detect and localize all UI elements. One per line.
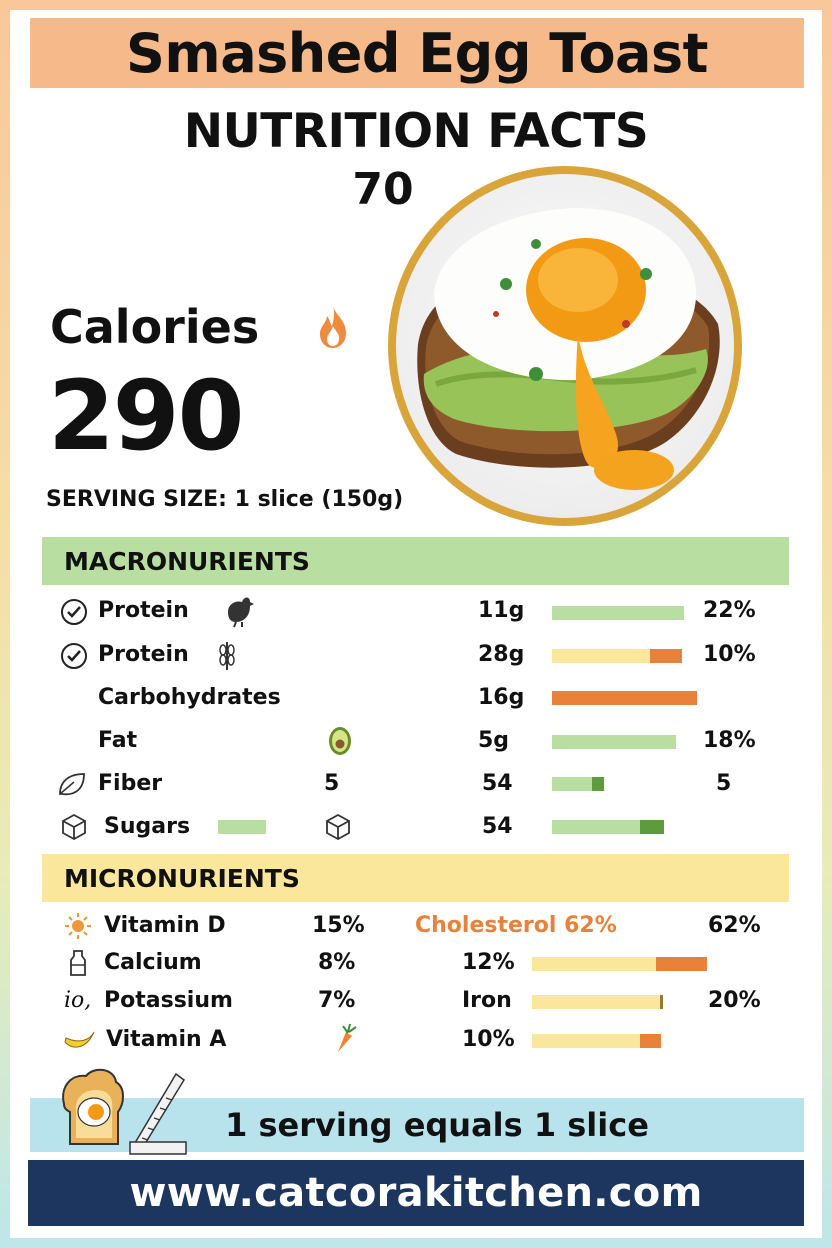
micro-percent-cholesterol: 62% bbox=[708, 913, 761, 938]
micro-label-cholesterol: Cholesterol 62% bbox=[415, 913, 617, 938]
micro-label-vitamin-d: Vitamin D bbox=[104, 913, 226, 938]
avocado-icon bbox=[329, 727, 351, 755]
macro-bar-carbohydrates bbox=[552, 691, 697, 705]
sugar-cube-icon bbox=[326, 813, 350, 840]
macro-bar-protein bbox=[552, 606, 684, 620]
recipe-title: Smashed Egg Toast bbox=[126, 21, 708, 85]
check-icon bbox=[61, 643, 87, 669]
micro-label-vitamin-a: Vitamin A bbox=[106, 1027, 227, 1052]
wheat-icon bbox=[219, 642, 235, 670]
nutrition-facts-number: 70 bbox=[352, 164, 414, 215]
egg-toast-illustration bbox=[417, 208, 720, 490]
macro-percent-protein: 22% bbox=[703, 598, 756, 623]
toast-ruler-icon bbox=[62, 1068, 187, 1155]
website-banner: www.catcorakitchen.com bbox=[28, 1160, 804, 1226]
macro-label-fiber: Fiber bbox=[98, 771, 163, 796]
sun-icon bbox=[65, 913, 91, 939]
micro-label-calcium: Calcium bbox=[104, 950, 202, 975]
sugar-cube-icon bbox=[62, 813, 86, 840]
macro-bar-protein-2 bbox=[552, 649, 650, 663]
macro-percent-protein-2: 10% bbox=[703, 642, 756, 667]
macro-bar-fiber-end bbox=[592, 777, 604, 791]
leaf-icon bbox=[59, 773, 85, 796]
serving-note: 1 serving equals 1 slice bbox=[225, 1106, 649, 1144]
macro-bar-sugars-end bbox=[640, 820, 664, 834]
fire-icon bbox=[320, 306, 346, 348]
macro-bar-fiber bbox=[552, 777, 592, 791]
serving-note-banner: 1 serving equals 1 slice bbox=[30, 1098, 804, 1152]
macro-mid-value-fiber: 5 bbox=[324, 771, 340, 796]
micro-percent-calcium: 8% bbox=[318, 950, 356, 975]
macro-amount-protein: 11g bbox=[478, 598, 525, 623]
micro-right-label-4: 10% bbox=[462, 1027, 515, 1052]
macro-label-protein: Protein bbox=[98, 598, 189, 623]
potassium-icon: io, bbox=[64, 988, 92, 1013]
macro-percent-fat: 18% bbox=[703, 728, 756, 753]
macro-bar-sugars bbox=[552, 820, 640, 834]
micro-bar-iron bbox=[532, 995, 660, 1009]
macro-label-protein-2: Protein bbox=[98, 642, 189, 667]
macro-bar-sugars-small bbox=[218, 820, 266, 834]
check-icon bbox=[61, 599, 87, 625]
calories-value: 290 bbox=[48, 360, 244, 472]
nutrition-facts-heading: NUTRITION FACTS bbox=[183, 104, 649, 159]
macro-amount-fat: 5g bbox=[478, 728, 510, 753]
calories-label: Calories bbox=[50, 300, 260, 354]
micro-label-potassium: Potassium bbox=[104, 988, 233, 1013]
macro-amount-sugars: 54 bbox=[482, 814, 513, 839]
micro-percent-vitamin-d: 15% bbox=[312, 913, 365, 938]
website-url[interactable]: www.catcorakitchen.com bbox=[129, 1170, 703, 1216]
micro-bar-4 bbox=[532, 1034, 640, 1048]
macro-bar-protein-2-end bbox=[650, 649, 682, 663]
serving-size: SERVING SIZE: 1 slice (150g) bbox=[46, 487, 404, 512]
micro-bar-iron-end bbox=[660, 995, 663, 1009]
micro-bar-2 bbox=[532, 957, 656, 971]
micro-label-iron: Iron bbox=[462, 988, 512, 1013]
macro-bar-fat bbox=[552, 735, 676, 749]
macro-label-fat: Fat bbox=[98, 728, 138, 753]
banana-icon bbox=[64, 1031, 95, 1048]
macro-amount-fiber: 54 bbox=[482, 771, 513, 796]
macronutrients-header: MACRONURIENTS bbox=[42, 537, 789, 585]
micro-percent-iron: 20% bbox=[708, 988, 761, 1013]
micro-right-label-2: 12% bbox=[462, 950, 515, 975]
macro-label-sugars: Sugars bbox=[104, 814, 191, 839]
micro-bar-4-end bbox=[640, 1034, 661, 1048]
macro-amount-protein-2: 28g bbox=[478, 642, 525, 667]
macro-label-carbohydrates: Carbohydrates bbox=[98, 685, 281, 710]
micronutrients-heading: MICRONURIENTS bbox=[64, 863, 300, 893]
micronutrients-header: MICRONURIENTS bbox=[42, 854, 789, 902]
micro-percent-potassium: 7% bbox=[318, 988, 356, 1013]
title-banner: Smashed Egg Toast bbox=[30, 18, 804, 88]
food-photo bbox=[388, 166, 742, 526]
micro-bar-2-end bbox=[656, 957, 707, 971]
carrot-icon bbox=[338, 1023, 357, 1052]
chicken-icon bbox=[228, 597, 254, 628]
macro-right-value-fiber: 5 bbox=[716, 771, 732, 796]
milk-bottle-icon bbox=[70, 950, 86, 976]
macro-amount-carbohydrates: 16g bbox=[478, 685, 525, 710]
macronutrients-heading: MACRONURIENTS bbox=[64, 546, 310, 576]
